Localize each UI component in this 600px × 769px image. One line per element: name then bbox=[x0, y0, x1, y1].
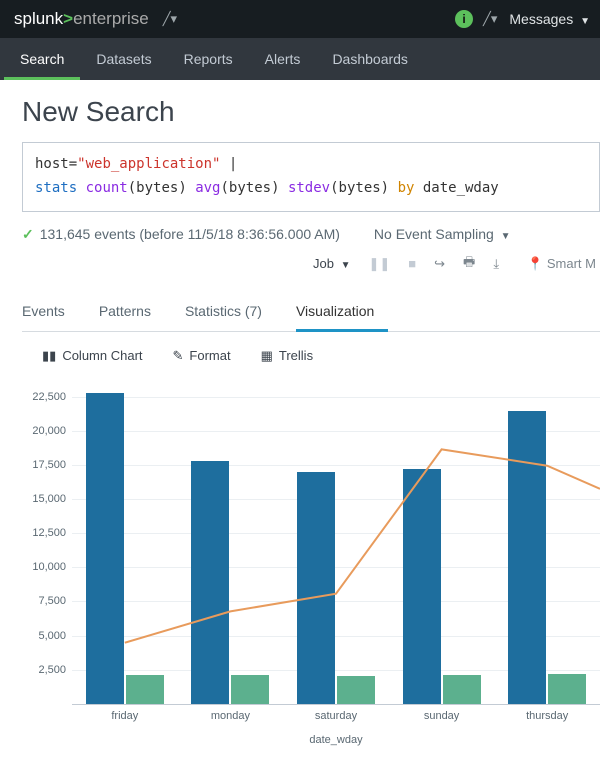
tab-patterns[interactable]: Patterns bbox=[99, 293, 165, 331]
q-host: host= bbox=[35, 156, 77, 172]
bar-group bbox=[389, 384, 495, 704]
pencil-icon: ✎ bbox=[173, 348, 184, 364]
brand-logo: splunk>enterprise bbox=[14, 9, 149, 29]
q-a2: (bytes) bbox=[221, 180, 280, 196]
caret-down-icon: ▼ bbox=[341, 260, 351, 271]
bar-series2[interactable] bbox=[337, 676, 375, 704]
y-tick-label: 20,000 bbox=[22, 425, 66, 437]
column-chart: 2,500 5,000 7,500 10,000 12,500 15,000 17,500 2… bbox=[22, 384, 600, 744]
info-icon[interactable]: i bbox=[455, 10, 473, 28]
brand-splunk: splunk bbox=[14, 9, 63, 28]
nav-dashboards[interactable]: Dashboards bbox=[316, 38, 424, 80]
trellis-menu[interactable]: ▦ Trellis bbox=[261, 348, 313, 364]
smart-label: Smart M bbox=[547, 256, 596, 271]
q-cmd: stats bbox=[35, 180, 77, 196]
search-query-input[interactable]: host="web_application" | stats count(byt… bbox=[22, 142, 600, 212]
job-label: Job bbox=[313, 256, 334, 271]
activity-icon-right[interactable]: ╱▾ bbox=[483, 11, 497, 27]
page-body: New Search host="web_application" | stat… bbox=[0, 80, 600, 744]
export-icon[interactable]: ⤓ bbox=[493, 256, 499, 272]
pause-icon[interactable]: ❚❚ bbox=[368, 256, 390, 272]
brand-gt: > bbox=[63, 9, 73, 28]
format-label: Format bbox=[189, 348, 230, 363]
q-pipe: | bbox=[220, 156, 237, 172]
viz-toolbar: ▮▮ Column Chart ✎ Format ▦ Trellis bbox=[22, 332, 600, 370]
caret-down-icon: ▼ bbox=[580, 16, 590, 27]
chart-type-menu[interactable]: ▮▮ Column Chart bbox=[42, 348, 143, 364]
chart-plot bbox=[72, 384, 600, 704]
y-tick-label: 17,500 bbox=[22, 459, 66, 471]
chart-type-label: Column Chart bbox=[62, 348, 142, 363]
q-str: "web_application" bbox=[77, 156, 220, 172]
q-field: date_wday bbox=[423, 180, 499, 196]
bar-series2[interactable] bbox=[443, 675, 481, 704]
q-a1: (bytes) bbox=[128, 180, 187, 196]
event-count: 131,645 events (before 11/5/18 8:36:56.0… bbox=[40, 226, 340, 242]
check-icon: ✓ bbox=[22, 226, 34, 243]
bar-series1[interactable] bbox=[297, 472, 335, 703]
y-tick-label: 7,500 bbox=[22, 595, 66, 607]
print-icon[interactable]: 🖶 bbox=[463, 253, 475, 275]
nav-search[interactable]: Search bbox=[4, 38, 80, 80]
bar-group bbox=[494, 384, 600, 704]
tab-statistics[interactable]: Statistics (7) bbox=[185, 293, 276, 331]
y-axis: 2,500 5,000 7,500 10,000 12,500 15,000 17,500 2… bbox=[22, 384, 70, 704]
stop-icon[interactable]: ■ bbox=[408, 256, 416, 271]
bar-chart-icon: ▮▮ bbox=[42, 348, 56, 364]
smart-mode-menu[interactable]: 📍 Smart M bbox=[527, 256, 596, 272]
bar-series2[interactable] bbox=[231, 675, 269, 704]
q-a3: (bytes) bbox=[330, 180, 389, 196]
q-f2: avg bbox=[195, 180, 220, 196]
nav-datasets[interactable]: Datasets bbox=[80, 38, 167, 80]
y-tick-label: 5,000 bbox=[22, 630, 66, 642]
caret-down-icon: ▼ bbox=[501, 231, 511, 242]
grid-icon: ▦ bbox=[261, 348, 273, 364]
bar-group bbox=[178, 384, 284, 704]
y-tick-label: 22,500 bbox=[22, 391, 66, 403]
bar-series1[interactable] bbox=[191, 461, 229, 703]
bar-group bbox=[72, 384, 178, 704]
bar-series1[interactable] bbox=[508, 411, 546, 704]
tab-visualization[interactable]: Visualization bbox=[296, 293, 388, 332]
y-tick-label: 10,000 bbox=[22, 561, 66, 573]
bar-series2[interactable] bbox=[126, 675, 164, 704]
job-toolbar: Job ▼ ❚❚ ■ ↪ 🖶 ⤓ 📍 Smart M bbox=[22, 253, 600, 285]
y-tick-label: 15,000 bbox=[22, 493, 66, 505]
x-axis-title: date_wday bbox=[72, 712, 600, 746]
bar-series1[interactable] bbox=[86, 393, 124, 703]
status-row: ✓ 131,645 events (before 11/5/18 8:36:56… bbox=[22, 212, 600, 253]
bar-series2[interactable] bbox=[548, 674, 586, 703]
main-nav: Search Datasets Reports Alerts Dashboard… bbox=[0, 38, 600, 80]
y-tick-label: 12,500 bbox=[22, 527, 66, 539]
trellis-label: Trellis bbox=[279, 348, 313, 363]
tab-events[interactable]: Events bbox=[22, 293, 79, 331]
bar-group bbox=[283, 384, 389, 704]
brand-enterprise: enterprise bbox=[73, 9, 149, 28]
q-by: by bbox=[398, 180, 415, 196]
y-tick-label: 2,500 bbox=[22, 664, 66, 676]
messages-label: Messages bbox=[509, 11, 573, 27]
sampling-menu[interactable]: No Event Sampling ▼ bbox=[374, 226, 511, 242]
share-icon[interactable]: ↪ bbox=[434, 256, 445, 272]
result-tabs: Events Patterns Statistics (7) Visualiza… bbox=[22, 293, 600, 332]
q-f3: stdev bbox=[288, 180, 330, 196]
activity-icon[interactable]: ╱▾ bbox=[163, 11, 177, 27]
bar-series1[interactable] bbox=[403, 469, 441, 703]
job-menu[interactable]: Job ▼ bbox=[313, 256, 351, 271]
q-f1: count bbox=[86, 180, 128, 196]
sampling-label: No Event Sampling bbox=[374, 226, 494, 242]
nav-reports[interactable]: Reports bbox=[168, 38, 249, 80]
app-topbar: splunk>enterprise ╱▾ i ╱▾ Messages ▼ bbox=[0, 0, 600, 38]
format-menu[interactable]: ✎ Format bbox=[173, 348, 231, 364]
messages-menu[interactable]: Messages ▼ bbox=[509, 11, 590, 27]
page-title: New Search bbox=[22, 96, 600, 128]
nav-alerts[interactable]: Alerts bbox=[249, 38, 317, 80]
